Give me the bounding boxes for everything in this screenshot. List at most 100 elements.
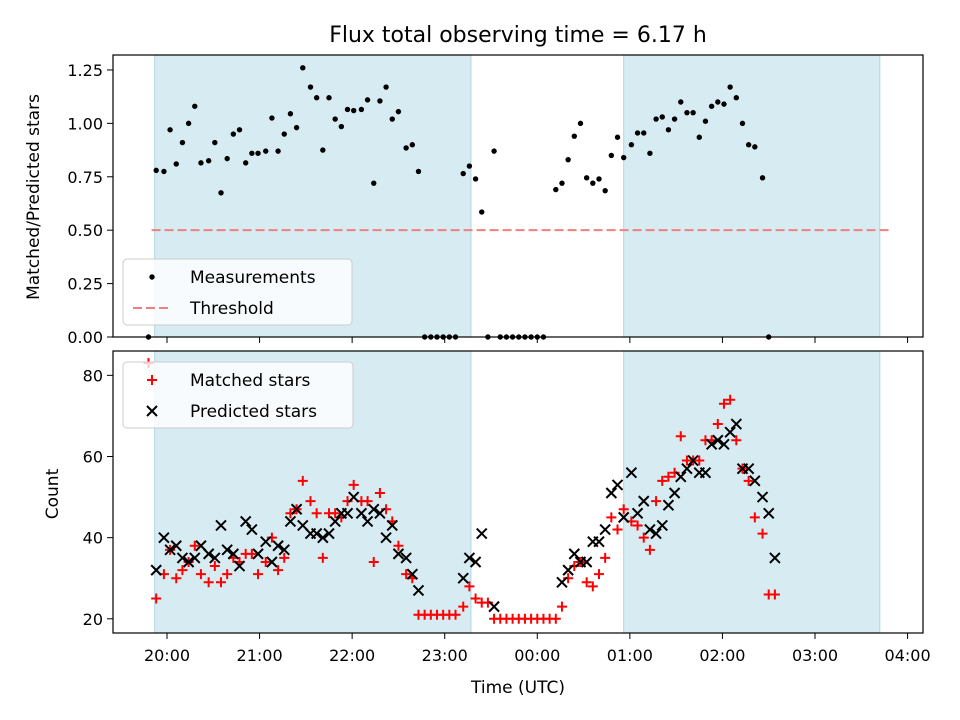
predicted-point: [182, 556, 195, 568]
matched-point: [651, 496, 662, 507]
predicted-point: [769, 552, 781, 564]
measurement-point: [659, 114, 665, 120]
top-y-tick-label: 0.00: [67, 328, 103, 347]
matched-point: [393, 540, 404, 551]
predicted-point: [202, 548, 215, 560]
measurement-point: [153, 167, 159, 174]
bottom-panel: 20 40 60 80 20:00 21:00 22:00 23:00 00:00 01:00 02…: [83, 350, 931, 665]
measurement-point: [641, 130, 647, 136]
predicted-point: [323, 527, 335, 540]
predicted-point: [209, 552, 221, 564]
predicted-point: [284, 515, 297, 528]
predicted-point: [361, 515, 374, 528]
predicted-point: [625, 467, 638, 479]
predicted-point: [227, 548, 240, 560]
matched-point: [297, 475, 308, 486]
matched-point: [311, 508, 322, 519]
matched-point: [618, 504, 629, 515]
legend-label: Predicted stars: [190, 402, 317, 422]
matched-point: [189, 540, 200, 551]
matched-point: [663, 471, 674, 482]
matched-point: [769, 589, 780, 600]
measurement-point: [678, 99, 684, 105]
predicted-point: [392, 548, 405, 560]
measurement-point: [708, 103, 715, 109]
matched-point: [305, 496, 316, 507]
measurement-point: [559, 180, 565, 186]
matched-point: [550, 613, 561, 624]
top-legend: Measurements Threshold: [122, 258, 353, 326]
matched-point: [246, 548, 257, 559]
measurement-point: [313, 95, 320, 101]
top-axes-frame: [112, 54, 924, 338]
predicted-point: [215, 519, 227, 532]
matched-point: [195, 569, 206, 580]
measurement-point: [702, 118, 709, 124]
measurement-point: [230, 131, 237, 137]
measurement-point: [358, 106, 365, 113]
matched-point: [216, 577, 226, 588]
predicted-point: [290, 503, 303, 515]
predicted-point: [317, 531, 329, 544]
predicted-point: [556, 576, 568, 588]
matched-point: [151, 593, 162, 604]
predicted-point: [718, 438, 730, 451]
matched-point: [348, 479, 359, 490]
bottom-y-tick-label: 40: [83, 529, 103, 548]
measurement-point: [491, 148, 497, 154]
predicted-point: [355, 507, 368, 520]
measurement-point: [739, 120, 746, 127]
predicted-point: [675, 471, 687, 483]
measurement-point: [173, 161, 179, 167]
legend-label: Threshold: [189, 299, 274, 319]
top-legend-box: [122, 258, 353, 326]
bottom-axes-frame: [112, 350, 924, 634]
measurement-point: [472, 176, 479, 182]
measurement-point: [577, 120, 584, 127]
predicted-point: [341, 507, 354, 520]
predicted-point: [476, 527, 488, 540]
measurement-point: [653, 116, 659, 122]
measurement-point: [665, 127, 672, 133]
matched-point: [177, 565, 188, 576]
predicted-point: [278, 544, 290, 556]
predicted-point: [176, 552, 189, 564]
bottom-y-axis-label: Count: [43, 468, 63, 519]
matched-point: [587, 581, 598, 592]
x-tick-label: 00:00: [514, 646, 560, 665]
matched-point: [401, 569, 412, 580]
measurement-point: [415, 168, 422, 175]
measurement-point: [733, 95, 740, 101]
bottom-legend: Matched stars Predicted stars: [122, 361, 354, 429]
matched-point: [600, 552, 611, 563]
predicted-point: [347, 491, 360, 503]
measurement-point: [409, 142, 416, 148]
measurement-point: [236, 127, 243, 133]
predicted-point: [170, 540, 182, 552]
top-y-tick-label: 0.25: [67, 275, 103, 294]
measurement-point: [249, 150, 255, 156]
matched-point: [606, 512, 617, 523]
matched-point: [317, 552, 328, 563]
measurement-point: [205, 158, 212, 164]
x-tick-label: 20:00: [144, 646, 190, 665]
matched-point: [731, 435, 742, 446]
measurement-point: [192, 103, 198, 109]
measurement-point: [671, 116, 678, 122]
predicted-point: [406, 568, 419, 580]
predicted-point: [310, 527, 323, 540]
measurement-point: [553, 186, 559, 193]
predicted-point: [749, 475, 761, 487]
predicted-point: [699, 467, 712, 479]
chart-title: Flux total observing time = 6.17 h: [329, 23, 707, 48]
measurement-point: [293, 124, 300, 131]
matched-point: [464, 581, 475, 592]
predicted-point: [374, 507, 386, 520]
measurement-point: [255, 150, 261, 156]
matched-point: [273, 565, 284, 576]
predicted-point: [742, 462, 755, 475]
measurement-point: [590, 180, 596, 186]
measurement-point: [242, 160, 249, 166]
predicted-point: [368, 503, 380, 515]
predicted-point: [246, 523, 258, 536]
